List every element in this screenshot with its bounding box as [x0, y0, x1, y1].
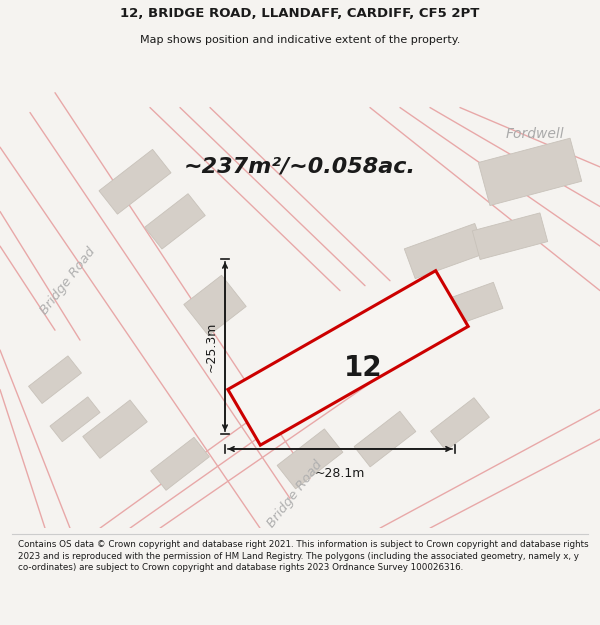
Text: Bridge Road: Bridge Road [265, 458, 325, 529]
Text: ~28.1m: ~28.1m [315, 467, 365, 480]
Text: ~237m²/~0.058ac.: ~237m²/~0.058ac. [184, 157, 416, 177]
Text: Map shows position and indicative extent of the property.: Map shows position and indicative extent… [140, 35, 460, 45]
Polygon shape [50, 397, 100, 442]
Polygon shape [151, 438, 209, 490]
Polygon shape [478, 138, 582, 206]
Text: 12: 12 [344, 354, 382, 382]
Polygon shape [228, 271, 468, 445]
Polygon shape [29, 356, 82, 404]
Polygon shape [472, 213, 548, 259]
Text: ~25.3m: ~25.3m [205, 321, 218, 372]
Polygon shape [184, 275, 246, 336]
Polygon shape [99, 149, 171, 214]
Text: Fordwell: Fordwell [506, 127, 565, 141]
Polygon shape [277, 429, 343, 489]
Text: Bridge Road: Bridge Road [38, 245, 98, 317]
Polygon shape [431, 398, 490, 451]
Polygon shape [145, 194, 205, 249]
Polygon shape [354, 411, 416, 467]
Text: 12, BRIDGE ROAD, LLANDAFF, CARDIFF, CF5 2PT: 12, BRIDGE ROAD, LLANDAFF, CARDIFF, CF5 … [121, 7, 479, 20]
Polygon shape [404, 224, 486, 279]
Polygon shape [83, 400, 147, 458]
Polygon shape [437, 282, 503, 329]
Text: Contains OS data © Crown copyright and database right 2021. This information is : Contains OS data © Crown copyright and d… [18, 540, 589, 572]
